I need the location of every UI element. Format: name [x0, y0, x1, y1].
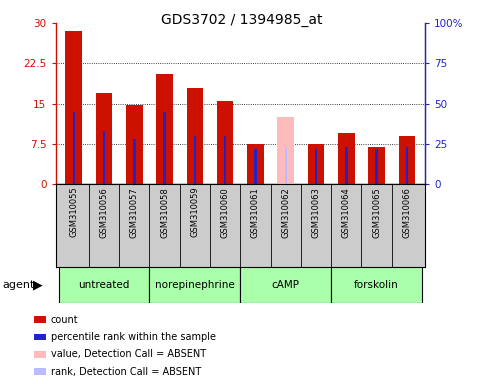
Bar	[345, 147, 347, 184]
Text: rank, Detection Call = ABSENT: rank, Detection Call = ABSENT	[51, 366, 201, 377]
Bar	[241, 267, 331, 303]
Bar	[406, 147, 408, 184]
Bar	[368, 147, 385, 184]
Bar	[277, 117, 294, 184]
Text: GDS3702 / 1394985_at: GDS3702 / 1394985_at	[161, 13, 322, 27]
Bar	[284, 147, 287, 184]
Bar	[163, 112, 166, 184]
Text: count: count	[51, 314, 78, 325]
Bar	[149, 267, 241, 303]
Text: forskolin: forskolin	[354, 280, 399, 290]
Bar	[375, 149, 378, 184]
Text: GSM310063: GSM310063	[312, 187, 321, 238]
Bar	[254, 149, 256, 184]
Text: untreated: untreated	[78, 280, 130, 290]
Text: GSM310060: GSM310060	[221, 187, 229, 238]
Bar	[72, 112, 75, 184]
Bar	[331, 267, 422, 303]
Bar	[58, 267, 149, 303]
Bar	[308, 144, 325, 184]
Bar	[156, 74, 173, 184]
Bar	[338, 133, 355, 184]
Bar	[186, 88, 203, 184]
Bar	[315, 149, 317, 184]
Text: agent: agent	[2, 280, 35, 290]
Text: GSM310062: GSM310062	[281, 187, 290, 238]
Bar	[133, 139, 136, 184]
Text: GSM310061: GSM310061	[251, 187, 260, 238]
Bar	[96, 93, 113, 184]
Text: GSM310064: GSM310064	[342, 187, 351, 238]
Text: value, Detection Call = ABSENT: value, Detection Call = ABSENT	[51, 349, 206, 359]
Text: norepinephrine: norepinephrine	[155, 280, 235, 290]
Text: GSM310057: GSM310057	[130, 187, 139, 238]
Text: cAMP: cAMP	[272, 280, 300, 290]
Text: ▶: ▶	[33, 279, 43, 291]
Bar	[224, 136, 227, 184]
Bar	[194, 136, 196, 184]
Text: GSM310055: GSM310055	[69, 187, 78, 237]
Bar	[126, 105, 142, 184]
Text: GSM310056: GSM310056	[99, 187, 109, 238]
Text: GSM310058: GSM310058	[160, 187, 169, 238]
Bar	[247, 144, 264, 184]
Text: GSM310065: GSM310065	[372, 187, 381, 238]
Text: GSM310059: GSM310059	[190, 187, 199, 237]
Bar	[103, 131, 105, 184]
Text: percentile rank within the sample: percentile rank within the sample	[51, 332, 216, 342]
Bar	[217, 101, 233, 184]
Bar	[65, 31, 82, 184]
Bar	[398, 136, 415, 184]
Text: GSM310066: GSM310066	[402, 187, 412, 238]
